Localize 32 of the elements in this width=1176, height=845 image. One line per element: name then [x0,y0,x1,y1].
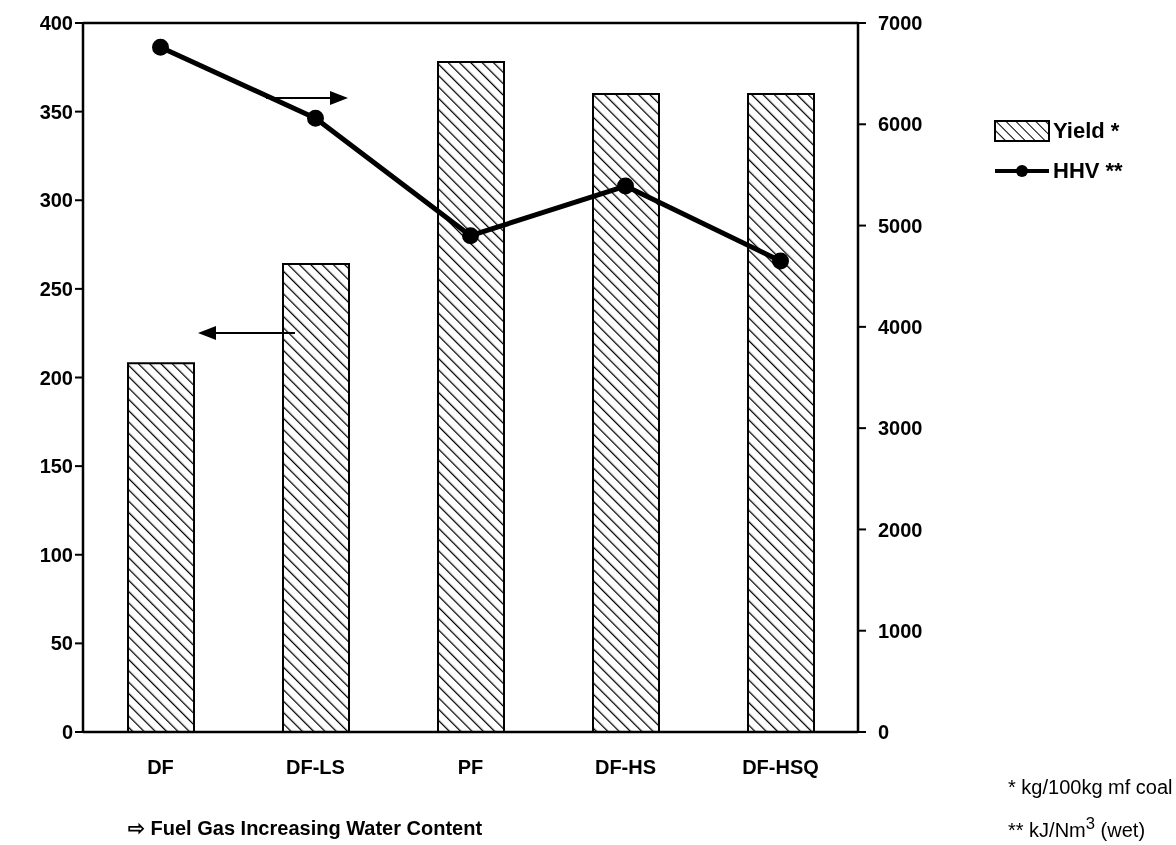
y2-tick-label: 2000 [878,518,923,541]
y-tick-label: 0 [61,721,73,744]
legend-label: HHV ** [1053,158,1123,184]
text: ** kJ/Nm$^{3}$ (wet) [1008,814,1146,842]
y2-tick-label: 3000 [878,417,923,440]
y2-tick-label: 5000 [878,214,923,237]
x-tick-label: PF [457,756,484,779]
y2-tick-label: 7000 [878,12,923,35]
point [307,109,324,127]
y2-tick-label: 1000 [878,619,923,642]
point [772,252,789,270]
y2-tick-label: 6000 [878,113,923,136]
y-tick-label: 400 [39,12,73,35]
y-tick-label: 200 [39,366,73,389]
y2-tick-label: 0 [878,721,890,744]
y2-tick-label: 4000 [878,315,923,338]
y-tick-label: 150 [39,455,73,478]
point [152,38,169,56]
text: * kg/100kg mf coal [1008,776,1173,799]
text: Yield * [1053,118,1120,144]
y-tick-label: 300 [39,189,73,212]
text: ⇨ Fuel Gas Increasing Water Content [128,816,483,840]
y-tick-label: 100 [39,543,73,566]
x-tick-label: DF [147,756,174,779]
y-tick-label: 250 [39,277,73,300]
point [462,227,479,245]
x-tick-label: DF-HSQ [742,756,819,779]
y-tick-label: 50 [50,632,73,655]
y-tick-label: 350 [39,100,73,123]
x-tick-label: DF-LS [286,756,345,779]
x-tick-label: DF-HS [594,756,657,779]
point [617,177,634,195]
